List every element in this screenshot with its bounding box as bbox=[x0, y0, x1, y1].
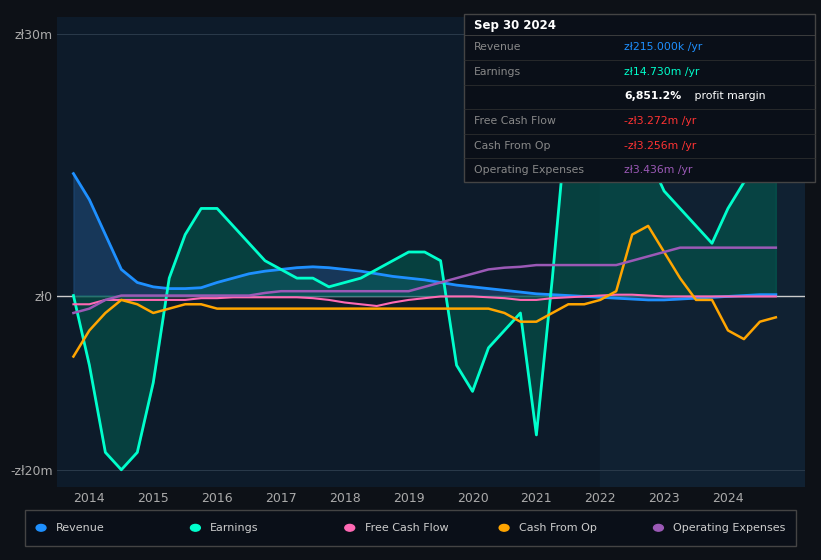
Text: Free Cash Flow: Free Cash Flow bbox=[365, 523, 448, 533]
Text: Free Cash Flow: Free Cash Flow bbox=[474, 116, 556, 126]
Text: zł14.730m /yr: zł14.730m /yr bbox=[624, 67, 699, 77]
Text: Sep 30 2024: Sep 30 2024 bbox=[474, 18, 556, 31]
Text: Operating Expenses: Operating Expenses bbox=[673, 523, 786, 533]
Text: zł215.000k /yr: zł215.000k /yr bbox=[624, 42, 702, 52]
Text: Earnings: Earnings bbox=[474, 67, 521, 77]
Text: Revenue: Revenue bbox=[474, 42, 521, 52]
Text: -zł3.256m /yr: -zł3.256m /yr bbox=[624, 141, 696, 151]
Bar bbox=[600, 17, 805, 487]
Text: profit margin: profit margin bbox=[691, 91, 766, 101]
Text: -zł3.272m /yr: -zł3.272m /yr bbox=[624, 116, 696, 126]
Text: Revenue: Revenue bbox=[56, 523, 104, 533]
Text: 6,851.2%: 6,851.2% bbox=[624, 91, 681, 101]
Text: Earnings: Earnings bbox=[210, 523, 259, 533]
Text: Operating Expenses: Operating Expenses bbox=[474, 165, 584, 175]
Text: zł3.436m /yr: zł3.436m /yr bbox=[624, 165, 692, 175]
Text: Cash From Op: Cash From Op bbox=[519, 523, 597, 533]
Text: Cash From Op: Cash From Op bbox=[474, 141, 550, 151]
